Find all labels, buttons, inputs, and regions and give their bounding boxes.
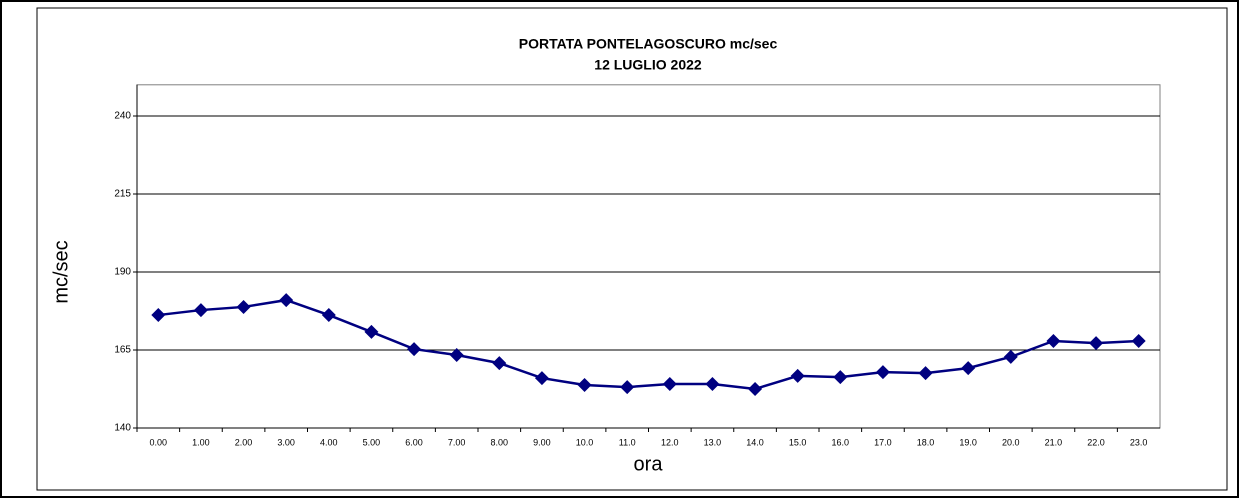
data-point: [662, 377, 677, 392]
x-tick-label: 17.0: [874, 437, 892, 447]
data-point: [449, 347, 464, 362]
x-tick-label: 15.0: [789, 437, 807, 447]
x-tick-label: 23.0: [1130, 437, 1148, 447]
x-tick-label: 2.00: [235, 437, 253, 447]
x-tick-label: 16.0: [832, 437, 850, 447]
data-point: [236, 299, 251, 314]
data-point: [1131, 333, 1146, 348]
data-point: [1089, 336, 1104, 351]
x-tick-label: 11.0: [619, 437, 636, 447]
data-line: [158, 298, 1139, 391]
x-tick-label: 14.0: [746, 437, 764, 447]
x-tick-label: 9.00: [533, 437, 551, 447]
x-tick-label: 20.0: [1002, 437, 1020, 447]
data-point: [748, 382, 763, 396]
data-point: [534, 371, 549, 386]
data-point: [151, 308, 166, 323]
x-tick-label: 19.0: [959, 437, 977, 447]
x-tick-label: 13.0: [704, 437, 722, 447]
data-point: [492, 356, 507, 371]
data-point: [1046, 333, 1061, 348]
plot-area: [136, 84, 1161, 429]
y-tick-label: 140: [114, 423, 131, 434]
data-point: [875, 365, 890, 380]
chart-subtitle: 12 LUGLIO 2022: [594, 57, 702, 73]
data-point: [705, 377, 720, 392]
x-tick-label: 6.00: [405, 437, 423, 447]
data-point: [918, 366, 933, 381]
x-axis-label: ora: [634, 453, 664, 475]
y-tick-label: 215: [114, 189, 131, 200]
x-tick-label: 4.00: [320, 437, 338, 447]
y-tick-label: 190: [114, 267, 131, 278]
data-point: [364, 324, 379, 339]
data-point: [961, 361, 976, 376]
x-tick-label: 22.0: [1087, 437, 1105, 447]
data-point: [407, 342, 422, 357]
data-point: [790, 368, 805, 383]
x-tick-label: 5.00: [363, 437, 381, 447]
data-point: [577, 377, 592, 392]
y-tick-label: 165: [114, 345, 131, 356]
chart-title: PORTATA PONTELAGOSCURO mc/sec: [519, 36, 778, 52]
x-tick-label: 3.00: [277, 437, 295, 447]
x-tick-label: 7.00: [448, 437, 466, 447]
y-tick-label: 240: [114, 111, 131, 122]
data-point: [620, 380, 635, 395]
x-tick-label: 1.00: [192, 437, 210, 447]
data-point: [321, 308, 336, 323]
data-point: [279, 293, 294, 308]
x-tick-label: 18.0: [917, 437, 935, 447]
data-point: [193, 303, 208, 318]
x-tick-label: 0.00: [150, 437, 168, 447]
x-tick-label: 21.0: [1045, 437, 1063, 447]
y-axis-label: mc/sec: [50, 240, 72, 303]
x-tick-label: 12.0: [661, 437, 679, 447]
x-tick-label: 8.00: [491, 437, 509, 447]
data-point: [1003, 349, 1018, 364]
x-tick-label: 10.0: [576, 437, 594, 447]
data-point: [833, 370, 848, 385]
